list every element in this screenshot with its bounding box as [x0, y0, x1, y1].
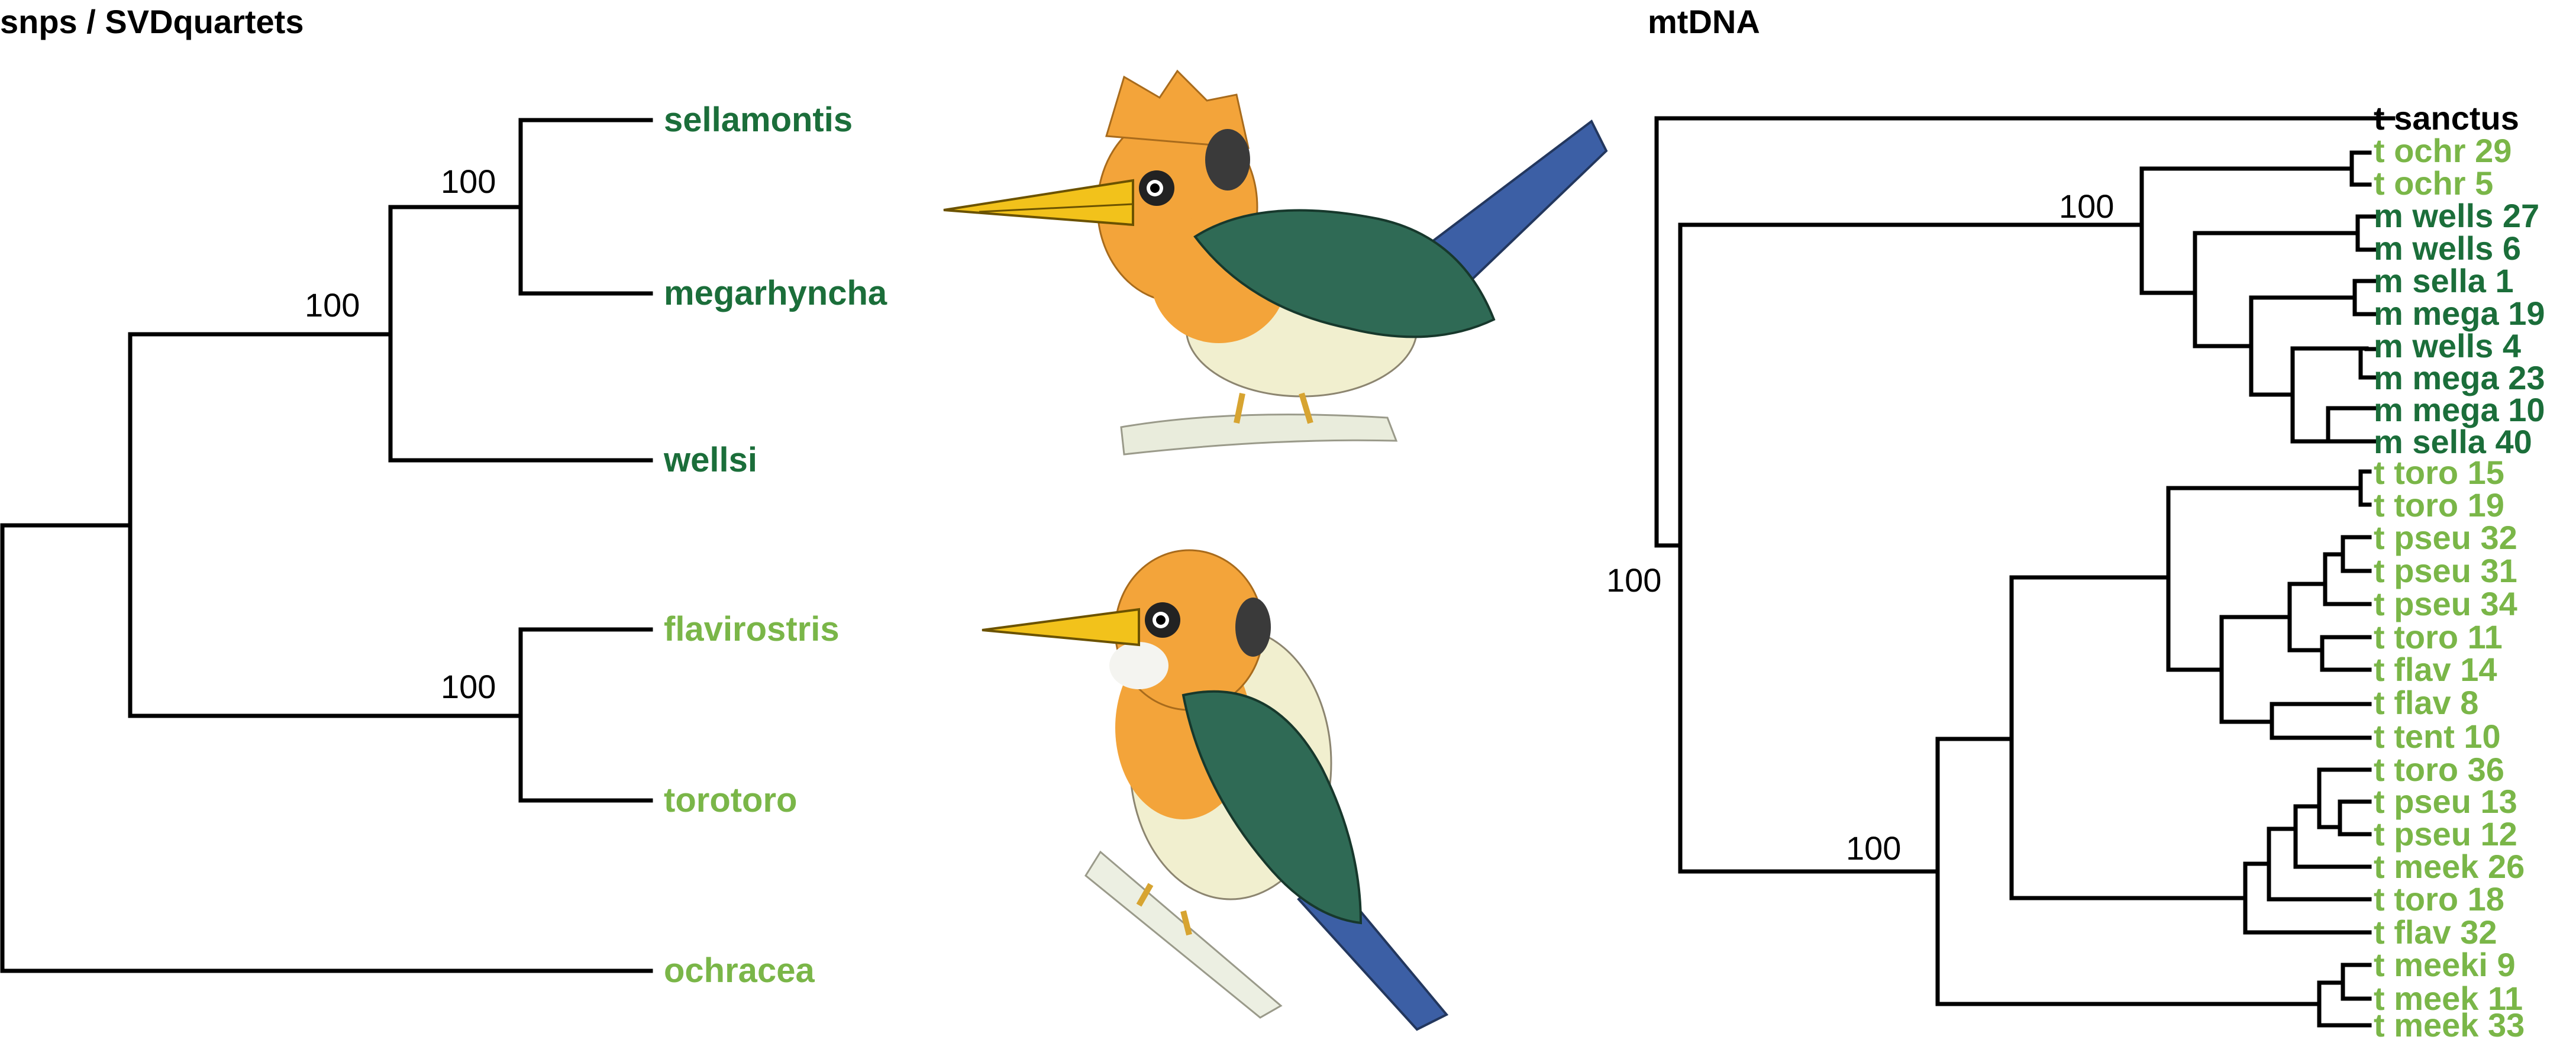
tip-label: t toro 11 [2374, 618, 2503, 656]
branch [1654, 116, 2396, 548]
tip-label: t toro 19 [2374, 486, 2504, 524]
branch [2317, 980, 2372, 1028]
tip-label: t flav 32 [2374, 913, 2497, 951]
branch [2338, 799, 2372, 837]
branch [2358, 346, 2381, 380]
right-tree-branches [1654, 116, 2396, 1028]
branch [1935, 737, 2322, 1006]
tip-label: t ochr 5 [2374, 164, 2493, 202]
branch [388, 205, 653, 463]
branch [2317, 767, 2372, 829]
tip-label: m wells 6 [2374, 230, 2521, 267]
tip-label: m wells 27 [2374, 197, 2539, 234]
support-value: 100 [441, 163, 496, 200]
kingfisher-side-illustration [982, 549, 1449, 1031]
branch [2341, 963, 2372, 1001]
tip-label: megarhyncha [664, 274, 887, 312]
tip-label: m sella 40 [2374, 423, 2532, 460]
tip-label: t flav 8 [2374, 684, 2478, 721]
left-tree-supports: 100 100 100 [305, 163, 496, 705]
branch [2166, 486, 2363, 672]
tip-label: t tent 10 [2374, 718, 2501, 755]
tip-label: t flav 14 [2374, 651, 2497, 688]
branch [0, 523, 653, 973]
tip-label: t meek 33 [2374, 1006, 2525, 1044]
tip-label: t pseu 12 [2374, 815, 2517, 853]
branch [2323, 552, 2372, 606]
branch [2287, 582, 2328, 653]
support-value: 100 [1606, 561, 1661, 599]
left-tree-branches [0, 118, 653, 973]
branch [2320, 635, 2372, 672]
tip-label: wellsi [663, 441, 757, 479]
right-tree: mtDNA [1606, 3, 2545, 1044]
branch [2290, 346, 2369, 444]
branch [2139, 166, 2354, 295]
tip-label: m mega 19 [2374, 295, 2545, 332]
tip-label: m mega 10 [2374, 391, 2545, 428]
branch [2293, 804, 2372, 869]
tip-label: t toro 18 [2374, 880, 2504, 918]
branch [2355, 214, 2381, 252]
left-tree-tips: sellamontis megarhyncha wellsi flavirost… [663, 101, 887, 990]
tip-label: ochracea [664, 951, 815, 990]
branch [2009, 575, 2248, 900]
branch [128, 332, 523, 718]
tip-label: t toro 36 [2374, 751, 2504, 788]
branch [2358, 469, 2372, 507]
branch [2270, 702, 2372, 740]
branch [518, 627, 653, 803]
branch [2249, 295, 2357, 397]
branch [2267, 826, 2372, 902]
branch [2326, 406, 2381, 444]
tip-label: m mega 23 [2374, 359, 2545, 396]
tip-label: t meek 26 [2374, 848, 2525, 885]
tip-label: t meek 11 [2374, 980, 2523, 1017]
tip-label: t pseu 34 [2374, 585, 2517, 622]
tip-label: t sanctus [2374, 99, 2519, 137]
support-value: 100 [1846, 829, 1901, 867]
left-tree: snps / SVDquartets 100 100 100 sellamont… [0, 3, 887, 990]
right-tree-title: mtDNA [1648, 3, 1760, 40]
tip-label: m wells 4 [2374, 327, 2521, 364]
tip-label: t ochr 29 [2374, 132, 2512, 169]
tip-label: flavirostris [664, 610, 840, 648]
branch [2193, 231, 2360, 348]
tip-label: t toro 15 [2374, 454, 2504, 491]
tip-label: t pseu 32 [2374, 519, 2517, 556]
branch [518, 118, 653, 296]
branch [2349, 150, 2372, 187]
right-tree-supports: 100 100 100 [1606, 188, 2114, 867]
tip-label: t pseu 13 [2374, 783, 2517, 820]
kingfisher-perched-illustration [943, 69, 1608, 456]
support-value: 100 [441, 668, 496, 705]
branch [2352, 279, 2381, 317]
tip-label: t meeki 9 [2374, 946, 2516, 983]
tip-label: sellamontis [664, 101, 853, 139]
branch [1678, 222, 2144, 874]
support-value: 100 [305, 286, 360, 324]
tip-label: torotoro [664, 781, 798, 819]
branch [2243, 861, 2372, 935]
branch [2341, 535, 2372, 573]
left-tree-title: snps / SVDquartets [0, 3, 304, 40]
tip-label: m sella 1 [2374, 262, 2514, 299]
support-value: 100 [2059, 188, 2114, 225]
branch [2219, 615, 2292, 724]
right-tree-tips: t sanctus t ochr 29 t ochr 5 m wells 27 … [2374, 99, 2545, 1044]
tip-label: t pseu 31 [2374, 552, 2517, 589]
